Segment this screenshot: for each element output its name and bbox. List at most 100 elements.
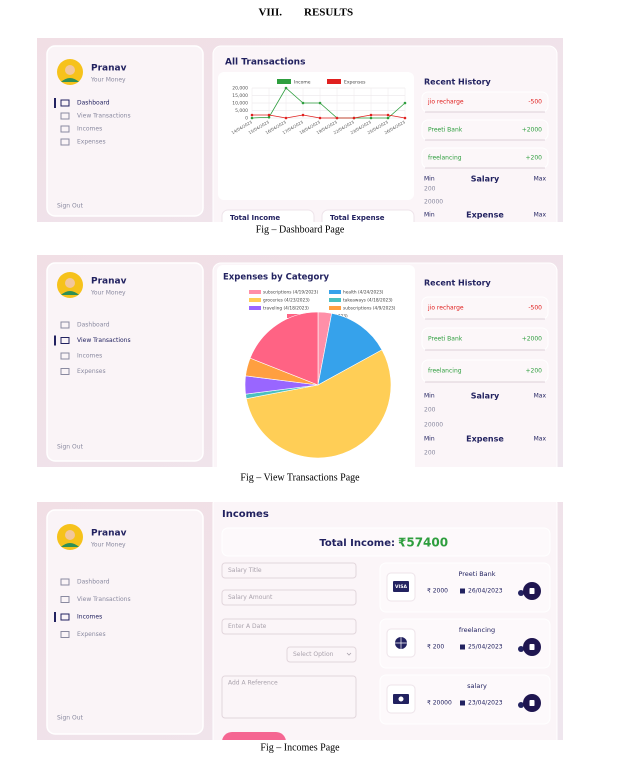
page-title: Incomes (222, 509, 269, 520)
user-tagline: Your Money (90, 77, 126, 84)
reference-placeholder: Add A Reference (228, 680, 278, 687)
submit-button[interactable] (222, 732, 286, 752)
section-title: RESULTS (304, 7, 353, 19)
line-point (301, 101, 305, 105)
history-name: Preeti Bank (428, 336, 463, 343)
line-point (386, 116, 390, 120)
line-point (335, 116, 339, 120)
line-point (403, 116, 407, 120)
line-point (318, 116, 322, 120)
history-amount: +2000 (522, 127, 542, 134)
range-max: Max (534, 393, 547, 400)
avatar-body (61, 78, 79, 82)
summary-card (321, 209, 415, 222)
sidebar-panel (46, 262, 204, 462)
line-point (284, 86, 288, 90)
menu-icon (60, 337, 70, 344)
range-label: Salary (471, 392, 500, 401)
menu-item: Dashboard (77, 579, 110, 586)
figure-caption: Fig – Dashboard Page (256, 224, 345, 235)
income-card (379, 674, 551, 725)
input-field (221, 589, 357, 606)
user-tagline: Your Money (90, 290, 126, 297)
range-min: Min (424, 176, 435, 183)
globe-lines (395, 637, 407, 649)
comment-icon (518, 590, 524, 596)
figure-caption: Fig – Incomes Page (260, 742, 340, 753)
line-point (403, 101, 407, 105)
menu-icon (60, 631, 70, 638)
history-title: Recent History (424, 78, 492, 87)
user-tagline: Your Money (90, 542, 126, 549)
line-point (369, 116, 373, 120)
user-name: Pranav (91, 277, 127, 287)
history-amount: -500 (528, 99, 542, 106)
history-name: Preeti Bank (428, 127, 463, 134)
menu-icon (60, 125, 70, 133)
range-label: Expense (466, 435, 504, 444)
menu-item: View Transactions (77, 113, 131, 120)
input-field (221, 562, 357, 579)
chart-card (218, 72, 414, 200)
avatar-body (61, 543, 79, 547)
legend-label: groceries (4/23/2023) (263, 298, 310, 304)
range-value: 200 (424, 186, 436, 193)
menu-item: Expenses (77, 139, 106, 146)
line-point (301, 113, 305, 117)
menu-item: View Transactions (77, 337, 131, 344)
menu-icon (60, 613, 70, 621)
comment-icon (518, 646, 524, 652)
chart-title: All Transactions (225, 58, 305, 68)
pie-slice (245, 349, 392, 459)
reference-field (221, 675, 357, 719)
menu-item: Expenses (77, 368, 106, 375)
menu-item: Dashboard (77, 100, 110, 107)
avatar-face (65, 278, 75, 288)
history-name: jio recharge (427, 99, 464, 106)
legend-swatch (249, 298, 261, 302)
menu-icon (60, 352, 70, 360)
line-point (386, 113, 390, 117)
delete-icon (529, 644, 535, 650)
legend-label: health (4/24/2023) (343, 290, 384, 296)
calendar-icon (460, 588, 465, 594)
legend-swatch (249, 290, 261, 294)
legend-swatch (287, 314, 299, 318)
range-max: Max (534, 436, 547, 443)
income-date: 25/04/2023 (468, 644, 503, 651)
income-amount: ₹ 200 (427, 644, 444, 651)
income-amount: ₹ 2000 (427, 588, 448, 595)
legend-swatch (329, 306, 341, 310)
range-label: Expense (466, 211, 504, 220)
calendar-icon (460, 644, 465, 650)
menu-item: Incomes (77, 353, 102, 360)
y-tick-label: 15,000 (232, 93, 248, 99)
input-placeholder: Salary Title (228, 567, 262, 574)
total-box (221, 527, 551, 557)
income-date: 26/04/2023 (468, 588, 503, 595)
range-min: Min (424, 393, 435, 400)
menu-icon (60, 368, 70, 375)
section-number: VIII. (258, 7, 282, 19)
income-title: salary (467, 682, 487, 690)
line-point (369, 113, 373, 117)
legend-swatch (329, 298, 341, 302)
chart-title: Expenses by Category (223, 273, 330, 283)
active-indicator (54, 98, 56, 108)
avatar-face (65, 530, 75, 540)
sidebar-panel (46, 509, 204, 735)
menu-item: Expenses (77, 631, 106, 638)
menu-icon (60, 321, 70, 329)
user-name: Pranav (91, 529, 127, 539)
incomes-screenshot: Pranav Your Money Dashboard View Transactio… (37, 502, 563, 752)
calendar-icon (460, 700, 465, 706)
legend-label: traveling (4/18/2023) (263, 306, 309, 312)
y-tick-label: 20,000 (232, 86, 248, 92)
menu-item: View Transactions (77, 596, 131, 603)
select-caret (346, 652, 352, 656)
range-min: Min (424, 212, 435, 219)
range-value: 20000 (424, 199, 443, 206)
line-point (250, 113, 254, 117)
input-field (221, 618, 357, 635)
